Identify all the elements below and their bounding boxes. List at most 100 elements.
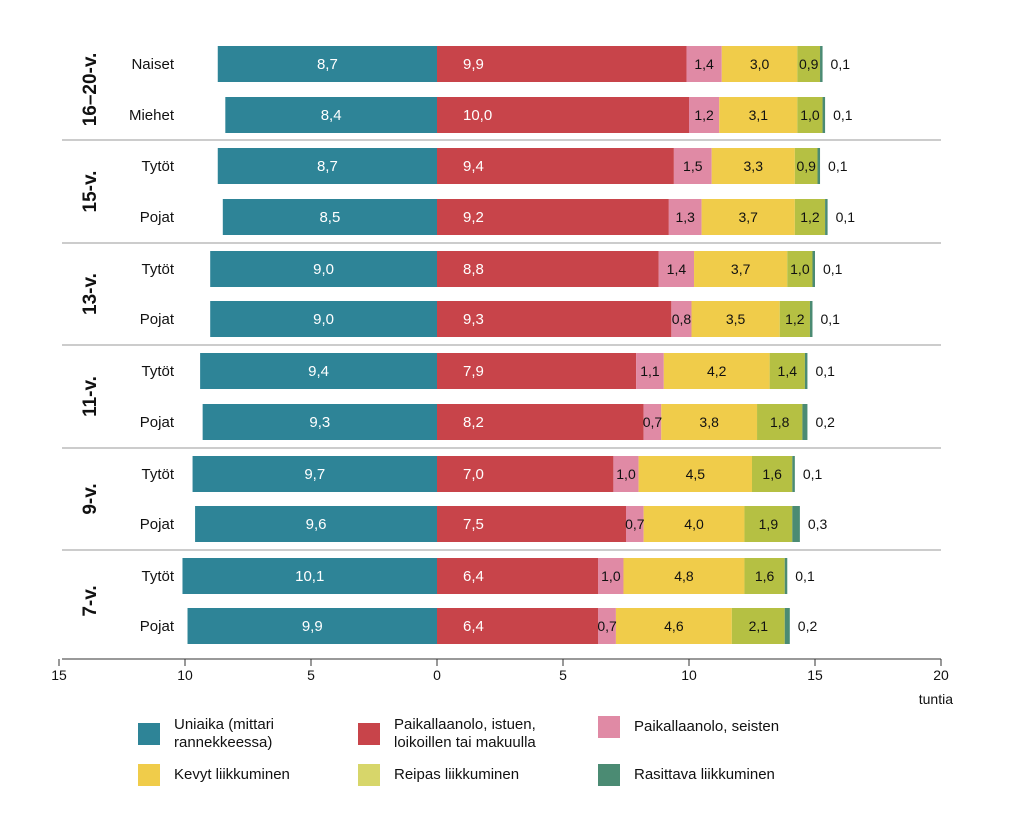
value-label-rasittava: 0,1 <box>823 261 843 277</box>
bar-paikallaanolo-seisten <box>643 404 662 440</box>
group-label: 7-v. <box>80 585 101 616</box>
bar-paikallaanolo-istuen <box>437 353 637 389</box>
bar-kevyt <box>615 608 732 644</box>
x-tick-label: 10 <box>681 667 697 683</box>
value-label-kevyt: 3,7 <box>738 209 758 225</box>
bar-reipas <box>757 404 803 440</box>
bar-paikallaanolo-istuen <box>437 456 614 492</box>
bar-paikallaanolo-istuen <box>437 506 626 542</box>
value-label-paikallaanolo-seisten: 1,5 <box>683 158 703 174</box>
row-label: Tytöt <box>141 568 174 585</box>
value-label-kevyt: 3,8 <box>699 414 719 430</box>
value-label-rasittava: 0,3 <box>808 516 828 532</box>
bar-uniaika <box>222 199 437 235</box>
bar-paikallaanolo-istuen <box>437 558 599 594</box>
bar-paikallaanolo-seisten <box>598 608 616 644</box>
value-label-rasittava: 0,1 <box>803 466 823 482</box>
bar-rasittava <box>817 148 821 184</box>
value-label-uniaika: 8,4 <box>321 107 342 124</box>
value-label-paikallaanolo-istuen: 9,9 <box>463 56 484 73</box>
value-label-reipas: 1,2 <box>785 311 805 327</box>
row-label: Pojat <box>140 209 175 226</box>
bar-reipas <box>794 148 818 184</box>
x-tick-label: 20 <box>933 667 949 683</box>
bar-kevyt <box>663 353 770 389</box>
bar-reipas <box>744 558 785 594</box>
row-label: Pojat <box>140 516 175 533</box>
bar-paikallaanolo-seisten <box>598 558 624 594</box>
value-label-rasittava: 0,2 <box>798 618 818 634</box>
x-tick-label: 0 <box>433 667 441 683</box>
x-tick-label: 15 <box>807 667 823 683</box>
value-label-uniaika: 9,4 <box>308 363 329 380</box>
bar-reipas <box>752 456 793 492</box>
bar-rasittava <box>809 301 813 337</box>
x-tick-label: 10 <box>177 667 193 683</box>
value-label-paikallaanolo-seisten: 1,1 <box>640 363 660 379</box>
value-label-reipas: 1,9 <box>759 516 779 532</box>
group-label: 15-v. <box>80 171 101 213</box>
bar-uniaika <box>195 506 437 542</box>
bar-reipas <box>797 46 821 82</box>
x-tick-label: 15 <box>51 667 67 683</box>
bar-kevyt <box>691 301 780 337</box>
value-label-reipas: 2,1 <box>749 618 769 634</box>
bar-paikallaanolo-istuen <box>437 46 687 82</box>
bar-paikallaanolo-istuen <box>437 301 672 337</box>
group-label: 16–20-v. <box>80 53 101 127</box>
bar-paikallaanolo-istuen <box>437 404 644 440</box>
bar-paikallaanolo-istuen <box>437 251 659 287</box>
bar-kevyt <box>701 199 795 235</box>
bar-paikallaanolo-seisten <box>689 97 720 133</box>
value-label-paikallaanolo-istuen: 8,8 <box>463 261 484 278</box>
bar-kevyt <box>694 251 788 287</box>
value-label-kevyt: 4,5 <box>686 466 706 482</box>
value-label-uniaika: 8,7 <box>317 56 338 73</box>
group-label: 9-v. <box>80 483 101 514</box>
bar-paikallaanolo-istuen <box>437 97 689 133</box>
bar-reipas <box>731 608 785 644</box>
bar-uniaika <box>187 608 437 644</box>
bar-reipas <box>787 251 813 287</box>
value-label-paikallaanolo-seisten: 0,7 <box>597 618 617 634</box>
bar-uniaika <box>210 251 437 287</box>
value-label-uniaika: 9,6 <box>306 516 327 533</box>
bar-paikallaanolo-seisten <box>626 506 644 542</box>
value-label-kevyt: 4,2 <box>707 363 727 379</box>
value-label-paikallaanolo-seisten: 1,0 <box>601 568 621 584</box>
row-label: Tytöt <box>141 158 174 175</box>
bar-paikallaanolo-seisten <box>658 251 695 287</box>
x-axis-unit: tuntia <box>919 691 953 707</box>
row-label: Tytöt <box>141 363 174 380</box>
bar-rasittava <box>804 353 808 389</box>
bar-uniaika <box>200 353 437 389</box>
bar-uniaika <box>192 456 437 492</box>
row-label: Tytöt <box>141 261 174 278</box>
value-label-reipas: 1,8 <box>770 414 790 430</box>
value-label-paikallaanolo-istuen: 9,2 <box>463 209 484 226</box>
value-label-paikallaanolo-istuen: 6,4 <box>463 618 484 635</box>
row-label: Pojat <box>140 414 175 431</box>
bar-kevyt <box>719 97 798 133</box>
value-label-paikallaanolo-seisten: 1,0 <box>616 466 636 482</box>
bar-uniaika <box>217 148 437 184</box>
bar-rasittava <box>792 456 795 492</box>
bar-kevyt <box>721 46 798 82</box>
value-label-paikallaanolo-seisten: 0,7 <box>643 414 663 430</box>
bar-reipas <box>779 301 810 337</box>
value-label-rasittava: 0,1 <box>833 107 853 123</box>
bar-paikallaanolo-seisten <box>668 199 702 235</box>
value-label-reipas: 1,0 <box>800 107 820 123</box>
row-label: Pojat <box>140 618 175 635</box>
value-label-reipas: 1,6 <box>755 568 775 584</box>
bar-reipas <box>797 97 823 133</box>
bar-rasittava <box>825 199 828 235</box>
bar-kevyt <box>643 506 745 542</box>
value-label-kevyt: 4,8 <box>674 568 694 584</box>
bar-kevyt <box>711 148 795 184</box>
bar-rasittava <box>802 404 808 440</box>
value-label-paikallaanolo-istuen: 7,0 <box>463 466 484 483</box>
bar-reipas <box>744 506 793 542</box>
value-label-paikallaanolo-seisten: 0,8 <box>672 311 692 327</box>
value-label-kevyt: 3,7 <box>731 261 751 277</box>
